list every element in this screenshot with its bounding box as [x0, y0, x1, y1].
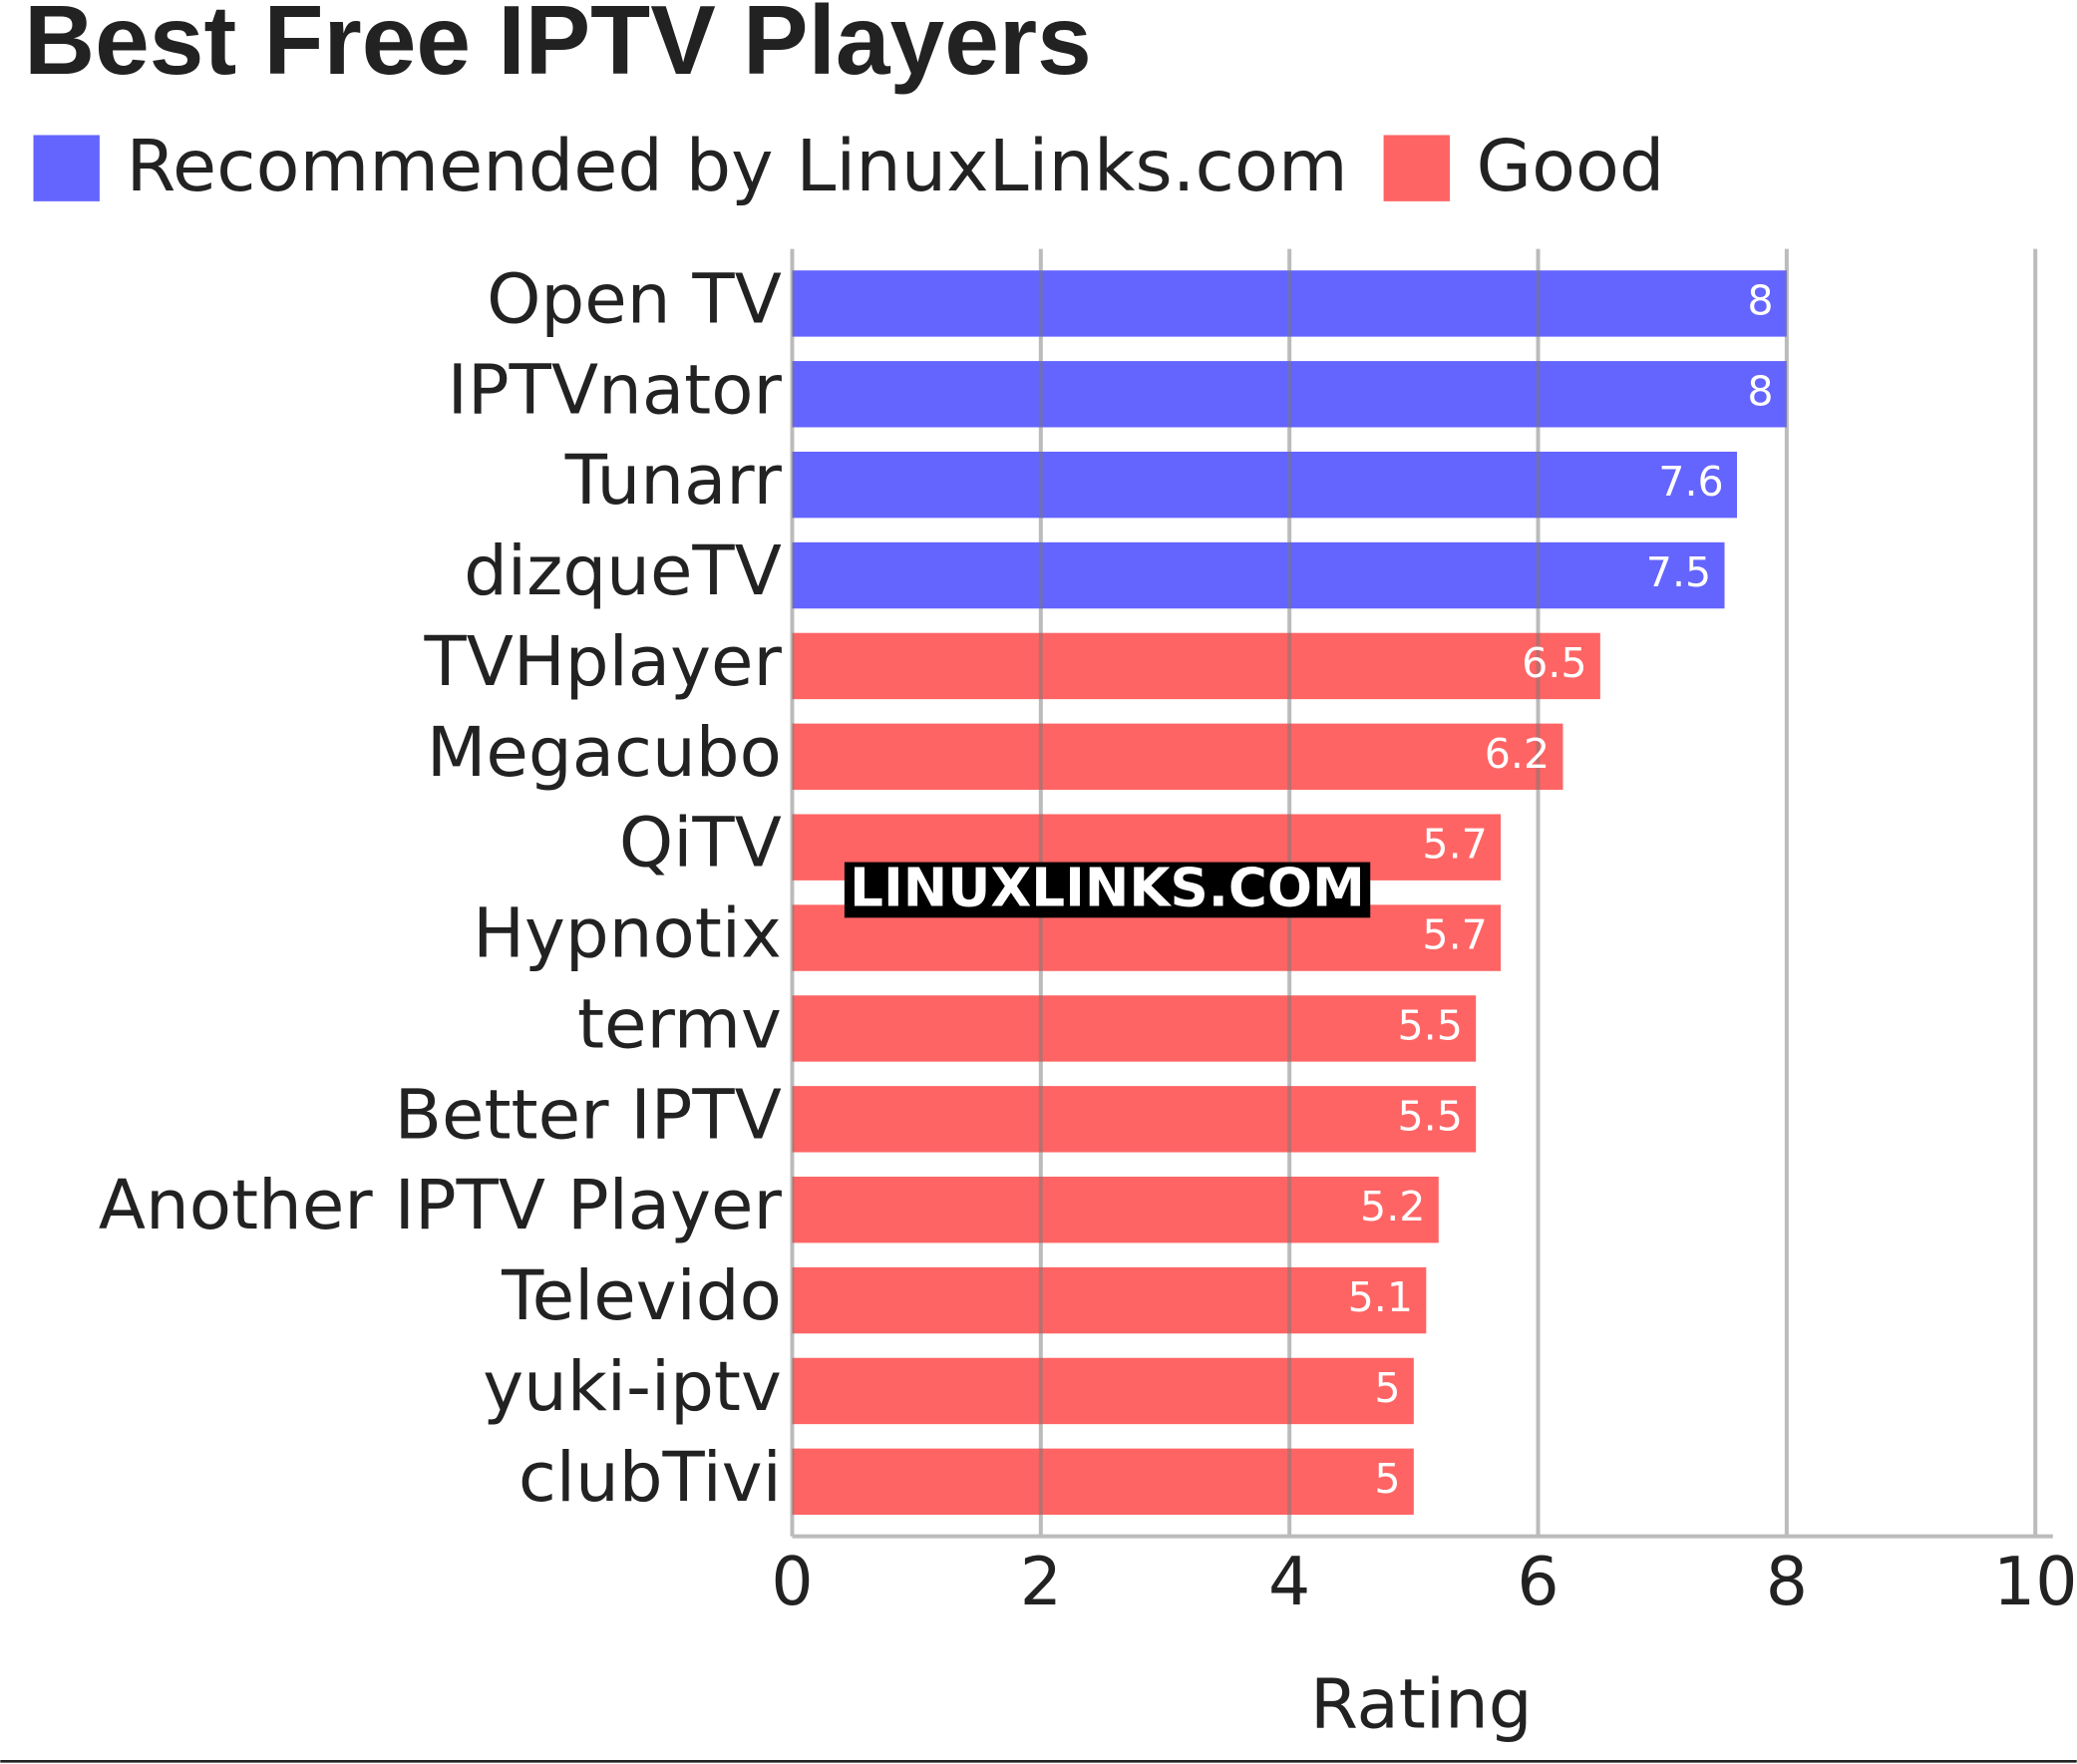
y-tick-label: Better IPTV — [395, 1075, 782, 1155]
y-tick-label: clubTivi — [519, 1438, 782, 1518]
bar — [792, 1176, 1439, 1243]
x-tick-label: 0 — [771, 1543, 813, 1620]
y-tick-label: IPTVnator — [448, 350, 783, 430]
value-label: 5.5 — [1397, 1001, 1462, 1049]
value-label: 6.5 — [1522, 639, 1586, 687]
x-tick-label: 4 — [1268, 1543, 1310, 1620]
y-tick-label: Another IPTV Player — [99, 1166, 783, 1245]
y-tick-label: dizqueTV — [464, 531, 782, 611]
y-tick-label: TVHplayer — [423, 622, 782, 702]
x-tick-label: 2 — [1020, 1543, 1062, 1620]
value-label: 5.2 — [1360, 1183, 1425, 1231]
bar — [792, 1086, 1477, 1153]
value-label: 5.7 — [1422, 821, 1487, 869]
legend-label: Good — [1477, 124, 1665, 207]
bar — [792, 541, 1725, 609]
value-label: 6.2 — [1485, 730, 1550, 778]
y-tick-label: Megacubo — [427, 713, 782, 793]
x-tick-label: 8 — [1766, 1543, 1808, 1620]
x-tick-label: 6 — [1517, 1543, 1558, 1620]
chart-title: Best Free IPTV Players — [24, 0, 1092, 95]
value-label: 7.6 — [1658, 458, 1723, 506]
x-tick-label: 10 — [1993, 1543, 2077, 1620]
bar — [792, 451, 1737, 519]
y-tick-label: Tunarr — [564, 441, 783, 521]
value-label: 5.5 — [1397, 1092, 1462, 1140]
y-tick-label: QiTV — [619, 804, 782, 883]
watermark-box — [844, 862, 1371, 918]
y-tick-label: termv — [577, 984, 782, 1064]
bar — [792, 1448, 1414, 1516]
x-axis-label: Rating — [1310, 1664, 1533, 1744]
bar — [792, 723, 1563, 791]
value-label: 8 — [1747, 276, 1773, 324]
legend-swatch — [1383, 135, 1450, 201]
value-label: 8 — [1747, 367, 1773, 415]
value-label: 5 — [1374, 1364, 1400, 1412]
bar — [792, 1266, 1427, 1334]
legend: Recommended by LinuxLinks.com Good — [33, 124, 1664, 207]
bar — [792, 1357, 1414, 1425]
y-tick-label: Open TV — [487, 259, 782, 339]
value-label: 5 — [1374, 1455, 1400, 1503]
watermark: LINUXLINKS.COM — [850, 857, 1365, 918]
y-tick-label: yuki-iptv — [483, 1347, 782, 1427]
labels: Open TV IPTVnator Tunarr dizqueTV TVHplayer M… — [99, 259, 2077, 1620]
bar — [792, 995, 1477, 1062]
bar — [792, 632, 1600, 700]
legend-label: Recommended by LinuxLinks.com — [126, 124, 1347, 207]
value-label: 5.1 — [1348, 1273, 1413, 1321]
value-label: 5.7 — [1422, 911, 1487, 959]
y-tick-label: Hypnotix — [473, 894, 782, 974]
value-label: 7.5 — [1646, 548, 1711, 596]
y-tick-label: Televido — [501, 1256, 782, 1336]
legend-swatch — [33, 135, 100, 201]
